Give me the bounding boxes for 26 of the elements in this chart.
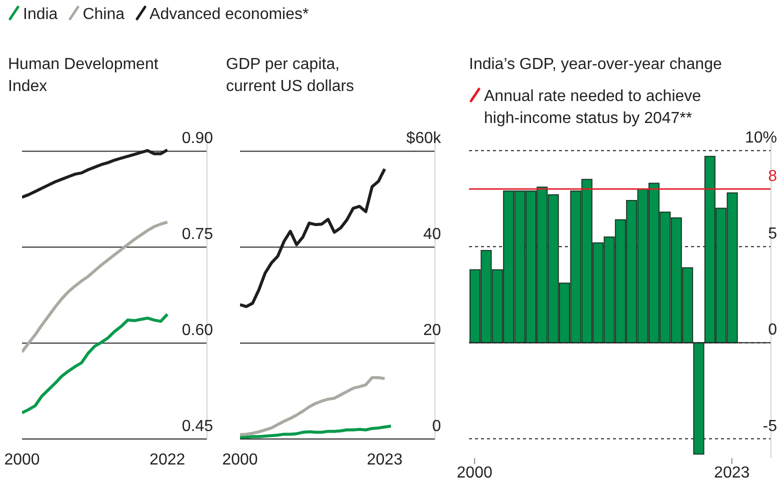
y-tick-label: -5 (762, 418, 778, 435)
y-tick-label: 5 (768, 226, 778, 243)
y-tick-label: 8 (768, 168, 778, 186)
y-tick-label: 0.90 (182, 130, 214, 148)
y-tick-label: 0.45 (182, 418, 214, 435)
legend-label: China (82, 6, 125, 23)
y-tick-label: 0 (432, 418, 442, 435)
x-tick-label: 2000 (222, 451, 258, 468)
chart-title: India’s GDP, year-over-year change (469, 55, 723, 75)
x-tick-label: 2023 (366, 451, 403, 468)
x-tick-label: 2000 (456, 464, 492, 478)
chart-title: Human Development Index (8, 55, 160, 97)
y-tick-label: 20 (423, 322, 442, 340)
legend-label: India (23, 6, 58, 23)
x-tick-label: 2000 (4, 451, 40, 468)
x-tick-label: 2023 (714, 464, 750, 478)
y-tick-label: 0 (768, 322, 778, 339)
x-tick-label: 2022 (150, 451, 186, 468)
chart-title: GDP per capita, current US dollars (226, 55, 356, 97)
y-tick-label: 0.75 (182, 226, 214, 244)
legend-label: Annual rate needed to achieve high-income status by 2047** (484, 87, 702, 129)
y-tick-label: 40 (423, 226, 442, 244)
legend-label: Advanced economies* (150, 6, 309, 23)
y-tick-label: 10% (744, 130, 777, 147)
y-tick-label: $60k (406, 130, 442, 148)
y-tick-label: 0.60 (182, 322, 214, 340)
